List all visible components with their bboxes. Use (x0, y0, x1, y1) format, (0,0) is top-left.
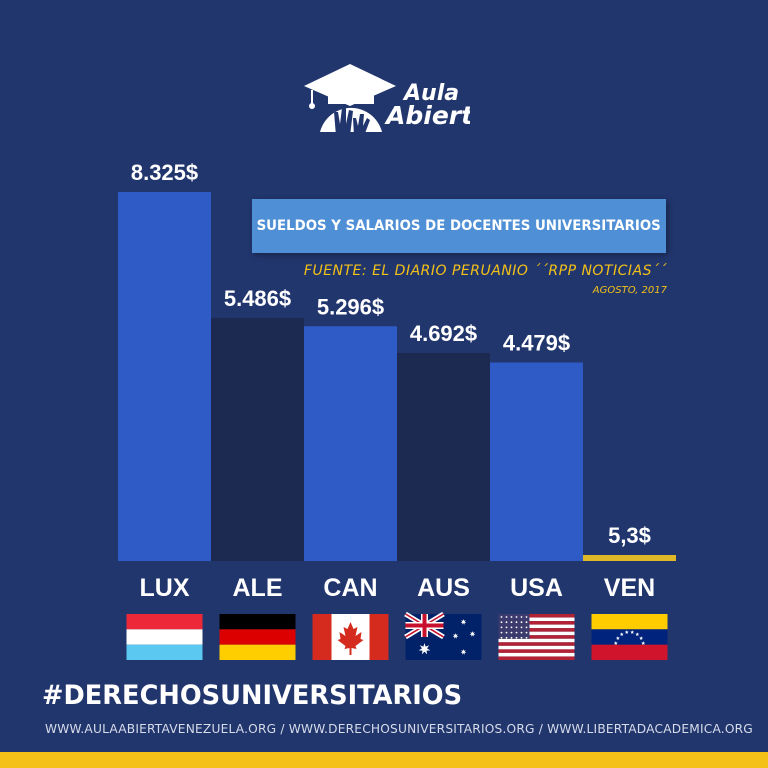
australia-flag-icon (404, 611, 482, 660)
bar-can (304, 326, 397, 561)
chart-title: SUELDOS Y SALARIOS DE DOCENTES UNIVERSIT… (256, 218, 662, 234)
category-label: LUX (140, 574, 190, 602)
category-label: CAN (323, 574, 377, 602)
value-label: 5,3$ (608, 523, 651, 548)
footer-urls[interactable]: WWW.AULAABIERTAVENEZUELA.ORG / WWW.DEREC… (45, 722, 753, 736)
usa-flag-icon (498, 614, 575, 660)
hashtag: #DERECHOSUNIVERSITARIOS (42, 680, 463, 711)
luxembourg-flag-icon (126, 614, 203, 660)
bar-usa (490, 362, 583, 561)
brand-name-line1: Aula (402, 81, 459, 106)
bar-aus (397, 353, 490, 561)
germany-flag-icon (219, 614, 296, 660)
brand-logo: Aula Abierta (298, 62, 470, 142)
bar-lux (118, 192, 211, 561)
bar-ale (211, 317, 304, 561)
value-label: 8.325$ (131, 160, 198, 185)
bar-ven (583, 555, 676, 561)
bottom-stripe (0, 752, 768, 768)
value-label: 4.692$ (410, 321, 477, 346)
brand-name-line2: Abierta (384, 101, 470, 130)
venezuela-flag-icon (591, 614, 668, 660)
category-label: ALE (233, 574, 283, 602)
category-label: VEN (604, 574, 655, 602)
graduation-cap-hands-icon: Aula Abierta (304, 64, 470, 136)
value-label: 5.486$ (224, 286, 291, 311)
value-label: 5.296$ (317, 294, 384, 319)
category-label: AUS (417, 574, 470, 602)
category-label: USA (510, 574, 563, 602)
canada-flag-icon (312, 614, 389, 660)
chart-title-box: SUELDOS Y SALARIOS DE DOCENTES UNIVERSIT… (252, 199, 666, 253)
source-date: AGOSTO, 2017 (592, 285, 667, 296)
source-text: FUENTE: EL DIARIO PERUANIO ´´RPP NOTICIA… (303, 263, 667, 279)
value-label: 4.479$ (503, 330, 570, 355)
